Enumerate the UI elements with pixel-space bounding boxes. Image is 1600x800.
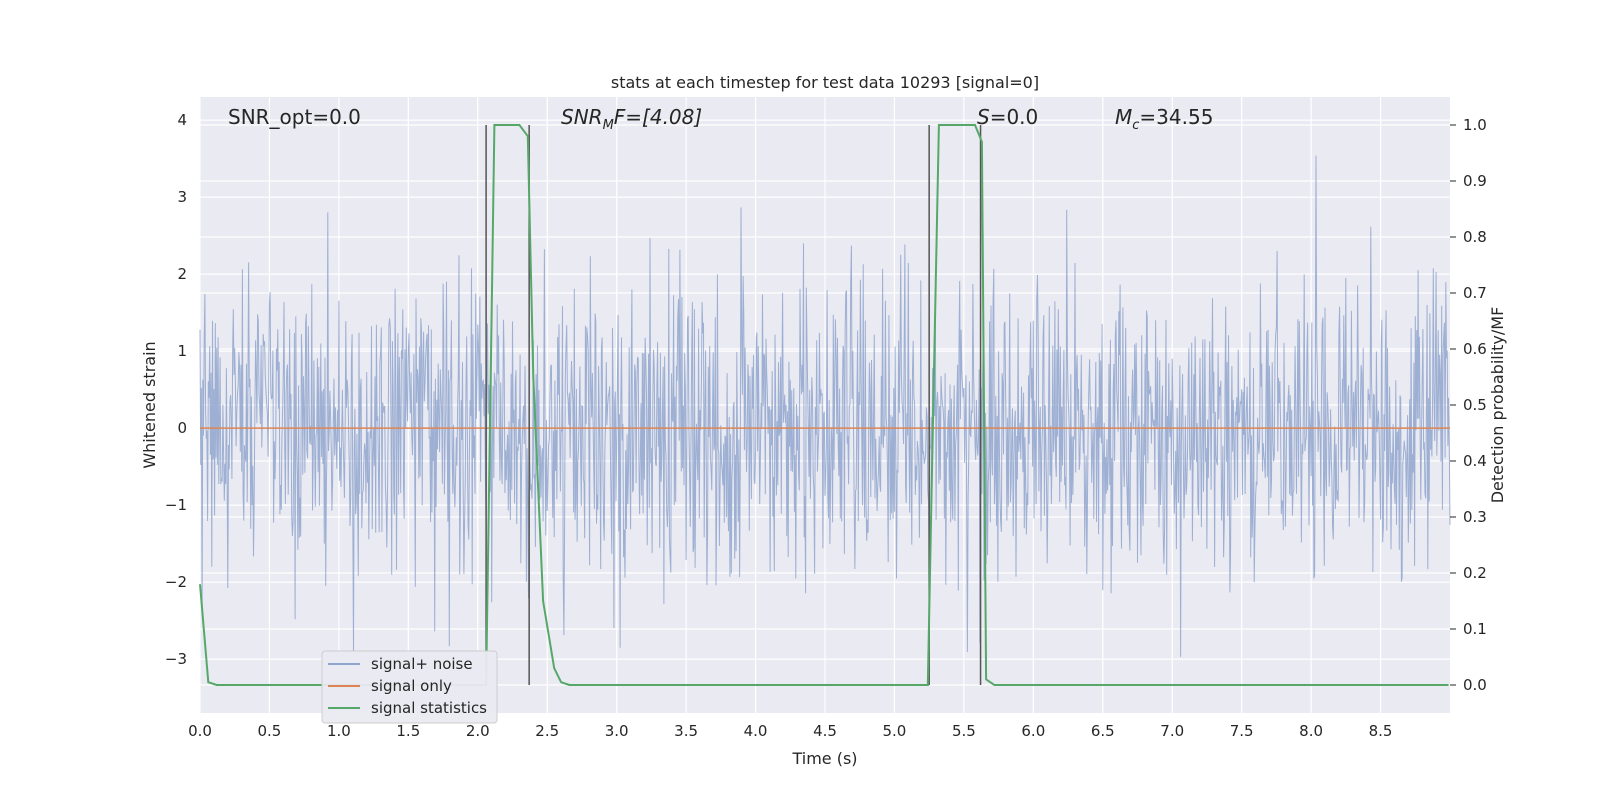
y-right-tick-label: 1.0 xyxy=(1463,116,1487,134)
chart-title: stats at each timestep for test data 102… xyxy=(611,73,1039,92)
annotation-s-rest: =0.0 xyxy=(990,105,1039,129)
legend-label-noise: signal+ noise xyxy=(371,655,473,673)
y-tick-label: −1 xyxy=(165,496,187,514)
y-tick-label: 2 xyxy=(177,265,187,283)
legend-label-statistics: signal statistics xyxy=(371,699,487,717)
y-right-tick-label: 0.2 xyxy=(1463,564,1487,582)
x-tick-label: 0.0 xyxy=(188,722,212,740)
y-right-tick-label: 0.8 xyxy=(1463,228,1487,246)
x-tick-label: 3.5 xyxy=(674,722,698,740)
x-tick-label: 1.5 xyxy=(396,722,420,740)
annotation-mc-sub: c xyxy=(1132,118,1139,133)
y-right-tick-label: 0.7 xyxy=(1463,284,1487,302)
signal-noise-line xyxy=(199,155,1451,657)
annotation-s-italic: S xyxy=(977,105,990,129)
y-right-tick-label: 0.5 xyxy=(1463,396,1487,414)
x-tick-label: 0.5 xyxy=(258,722,282,740)
y-axis-label: Whitened strain xyxy=(140,341,159,468)
y-tick-label: 1 xyxy=(177,342,187,360)
y-tick-label: 4 xyxy=(177,111,187,129)
x-tick-label: 2.0 xyxy=(466,722,490,740)
y-tick-label: −3 xyxy=(165,650,187,668)
annotation-snr-mf-sub: M xyxy=(603,118,614,133)
x-tick-label: 3.0 xyxy=(605,722,629,740)
annotation-snr-mf: SNRMF=[4.08] xyxy=(561,105,702,133)
y-right-tick-label: 0.9 xyxy=(1463,172,1487,190)
annotation-snr-mf-main: SNR xyxy=(561,105,603,129)
y-right-tick-label: 0.6 xyxy=(1463,340,1487,358)
annotation-mc: Mc=34.55 xyxy=(1115,105,1213,133)
legend: signal+ noise signal only signal statist… xyxy=(321,650,498,724)
x-tick-label: 4.5 xyxy=(813,722,837,740)
y-axis-ticks: 4 3 2 1 0 −1 −2 −3 xyxy=(165,111,187,668)
x-tick-label: 2.5 xyxy=(535,722,559,740)
annotation-snr-opt: SNR_opt=0.0 xyxy=(228,105,361,129)
y-axis-right-ticks: 1.0 0.9 0.8 0.7 0.6 0.5 0.4 0.3 0.2 0.1 0.0 xyxy=(1450,116,1487,694)
y-tick-label: −2 xyxy=(165,573,187,591)
x-axis-ticks: 0.0 0.5 1.0 1.5 2.0 2.5 3.0 3.5 4.0 4.5 5.0 5.5 6.0 6… xyxy=(188,722,1392,740)
x-tick-label: 6.0 xyxy=(1021,722,1045,740)
y-right-tick-label: 0.0 xyxy=(1463,676,1487,694)
y-axis-right-label: Detection probability/MF xyxy=(1488,307,1507,504)
x-tick-label: 8.5 xyxy=(1369,722,1393,740)
annotation-mc-main: M xyxy=(1115,105,1132,129)
y-tick-label: 3 xyxy=(177,188,187,206)
annotation-s: S=0.0 xyxy=(977,105,1038,129)
x-tick-label: 5.0 xyxy=(883,722,907,740)
x-tick-label: 4.0 xyxy=(744,722,768,740)
x-tick-label: 6.5 xyxy=(1091,722,1115,740)
annotation-snr-mf-rest: F=[4.08] xyxy=(614,105,702,129)
y-tick-label: 0 xyxy=(177,419,187,437)
x-tick-label: 5.5 xyxy=(952,722,976,740)
legend-box xyxy=(321,650,498,724)
signal-noise-series xyxy=(199,155,1451,657)
x-tick-label: 7.5 xyxy=(1230,722,1254,740)
y-right-tick-label: 0.1 xyxy=(1463,620,1487,638)
y-right-tick-label: 0.4 xyxy=(1463,452,1487,470)
legend-label-signal-only: signal only xyxy=(371,677,452,695)
annotation-mc-rest: =34.55 xyxy=(1139,105,1213,129)
x-tick-label: 8.0 xyxy=(1299,722,1323,740)
x-axis-label: Time (s) xyxy=(791,749,857,768)
y-right-tick-label: 0.3 xyxy=(1463,508,1487,526)
x-tick-label: 7.0 xyxy=(1160,722,1184,740)
x-tick-label: 1.0 xyxy=(327,722,351,740)
